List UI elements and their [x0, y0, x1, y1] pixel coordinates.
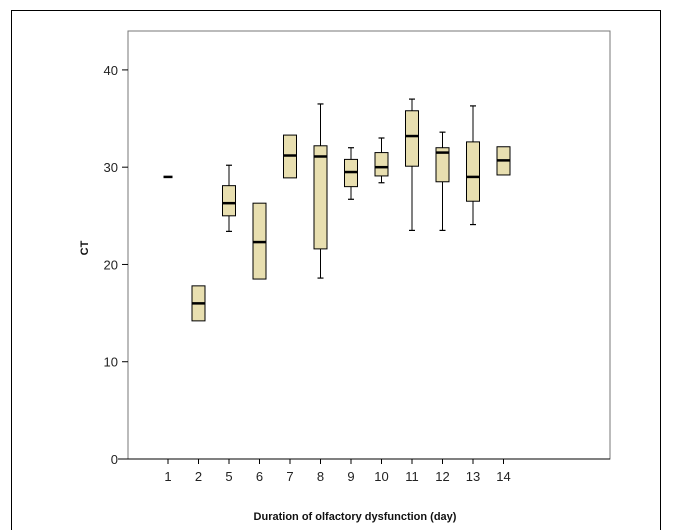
- x-tick-label: 13: [466, 469, 480, 484]
- x-tick-label: 14: [496, 469, 510, 484]
- x-tick-label: 5: [225, 469, 232, 484]
- y-tick-label: 10: [104, 355, 118, 370]
- y-tick-label: 30: [104, 160, 118, 175]
- x-tick-label: 12: [435, 469, 449, 484]
- figure-frame: [11, 10, 661, 530]
- iqr-box: [466, 141, 480, 202]
- x-tick-label: 10: [374, 469, 388, 484]
- y-axis-title: CT: [79, 240, 91, 255]
- y-tick-label: 20: [104, 257, 118, 272]
- x-tick-label: 7: [286, 469, 293, 484]
- plot-area: [127, 30, 611, 460]
- iqr-box: [222, 185, 236, 217]
- iqr-box: [435, 147, 450, 183]
- x-tick-label: 8: [317, 469, 324, 484]
- y-tick-label: 0: [111, 452, 118, 467]
- box-7: [283, 134, 297, 179]
- box-2: [191, 285, 206, 322]
- box-13: [466, 105, 480, 226]
- box-6: [252, 202, 267, 280]
- iqr-box: [313, 145, 328, 250]
- x-axis-title: Duration of olfactory dysfunction (day): [254, 511, 457, 523]
- boxes-group: [163, 98, 511, 322]
- box-11: [405, 98, 419, 232]
- box-14: [496, 146, 511, 176]
- x-tick-label: 1: [164, 469, 171, 484]
- y-tick-label: 40: [104, 63, 118, 78]
- y-axis: 0 10 20 30 40: [104, 63, 128, 467]
- box-5: [222, 164, 236, 232]
- x-tick-label: 11: [405, 469, 419, 484]
- x-tick-label: 6: [256, 469, 263, 484]
- x-axis: 1 2 5 6 7 8 9 10 11 12 13 14: [164, 459, 511, 484]
- box-12: [435, 131, 450, 232]
- iqr-box: [405, 110, 419, 167]
- iqr-box: [374, 152, 389, 177]
- box-9: [344, 147, 358, 200]
- x-tick-label: 2: [195, 469, 202, 484]
- box-10: [374, 137, 389, 184]
- box-8: [313, 103, 328, 279]
- x-tick-label: 9: [347, 469, 354, 484]
